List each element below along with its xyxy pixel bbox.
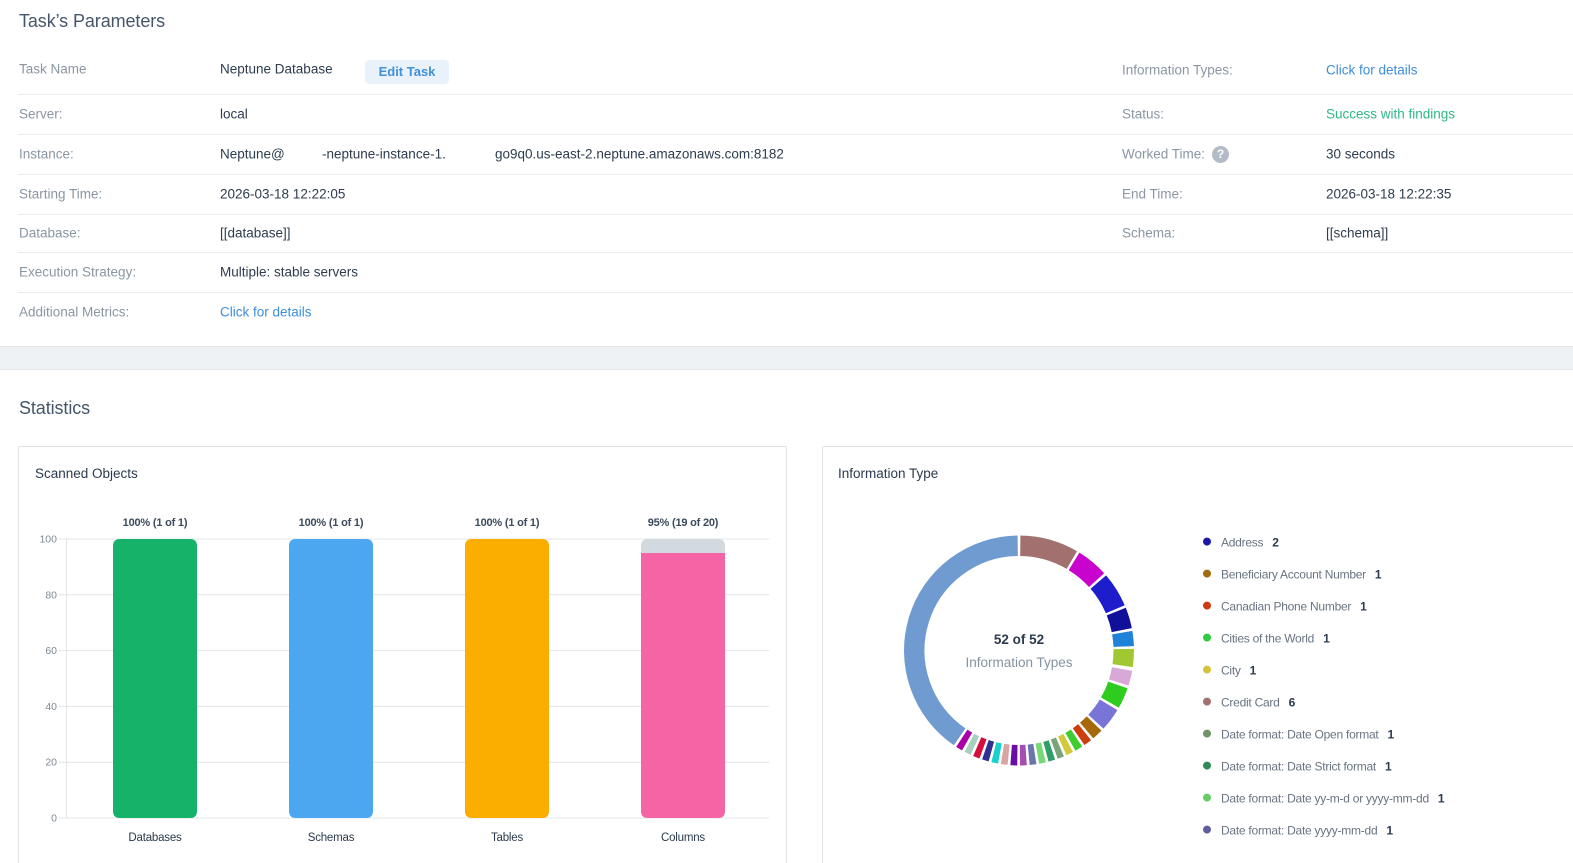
svg-text:Tables: Tables — [491, 832, 523, 844]
svg-text:20: 20 — [45, 757, 57, 769]
svg-text:100% (1 of 1): 100% (1 of 1) — [123, 517, 188, 529]
svg-text:40: 40 — [45, 701, 57, 713]
svg-text:100: 100 — [39, 534, 57, 546]
svg-text:Schemas: Schemas — [308, 832, 355, 844]
svg-text:95% (19 of 20): 95% (19 of 20) — [648, 517, 719, 529]
svg-text:Databases: Databases — [128, 832, 182, 844]
svg-text:100% (1 of 1): 100% (1 of 1) — [475, 517, 540, 529]
svg-text:Columns: Columns — [661, 832, 705, 844]
svg-text:60: 60 — [45, 645, 57, 657]
svg-text:100% (1 of 1): 100% (1 of 1) — [299, 517, 364, 529]
svg-text:80: 80 — [45, 589, 57, 601]
svg-text:0: 0 — [51, 813, 57, 825]
